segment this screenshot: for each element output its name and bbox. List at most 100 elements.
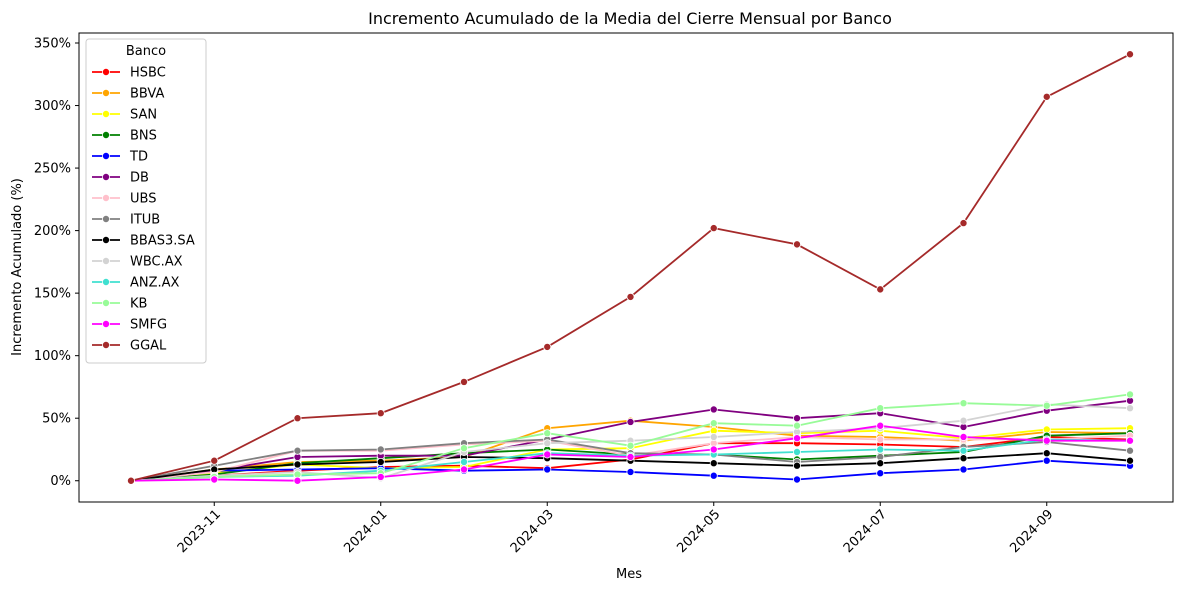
y-axis-label: Incremento Acumulado (%) — [10, 178, 25, 356]
legend-item: BNS — [92, 129, 157, 144]
series-ggal — [127, 50, 1135, 485]
legend-marker — [102, 235, 111, 244]
legend-title: Banco — [126, 44, 166, 59]
x-axis: 2023-11 2024-01 2024-03 2024-05 2024-07 2024-… — [175, 502, 1056, 556]
legend-label: WBC.AX — [130, 255, 183, 270]
legend-marker — [102, 256, 111, 265]
data-point — [709, 224, 718, 233]
legend-label: HSBC — [130, 66, 166, 81]
legend-label: BBVA — [130, 87, 164, 102]
data-point — [793, 414, 802, 423]
data-point — [1042, 449, 1051, 458]
data-point — [626, 441, 635, 450]
data-point — [959, 399, 968, 408]
data-point — [459, 377, 468, 386]
legend-item: UBS — [92, 192, 156, 207]
legend-item: BBAS3.SA — [92, 234, 195, 249]
plot-area — [78, 32, 1174, 503]
data-point — [959, 454, 968, 463]
legend-label: TD — [129, 150, 148, 165]
data-point — [1126, 456, 1135, 465]
legend-marker — [102, 110, 111, 119]
y-tick-label: 300% — [34, 99, 71, 114]
y-tick-label: 150% — [34, 287, 71, 302]
legend-marker — [102, 340, 111, 349]
data-point — [709, 432, 718, 441]
legend-item: DB — [92, 171, 149, 186]
data-point — [876, 445, 885, 454]
y-tick-label: 350% — [34, 37, 71, 52]
data-point — [127, 476, 136, 485]
data-point — [709, 459, 718, 468]
data-point — [709, 419, 718, 428]
y-tick-label: 100% — [34, 349, 71, 364]
y-tick-label: 50% — [42, 412, 71, 427]
data-point — [876, 459, 885, 468]
legend-marker — [102, 214, 111, 223]
data-point — [1042, 436, 1051, 445]
data-point — [959, 416, 968, 425]
chart-title: Incremento Acumulado de la Media del Cie… — [368, 9, 892, 28]
legend-marker — [102, 130, 111, 139]
x-tick-label: 2024-07 — [841, 507, 890, 556]
data-point — [959, 432, 968, 441]
data-point — [709, 471, 718, 480]
x-tick-label: 2024-05 — [674, 507, 723, 556]
data-point — [210, 475, 219, 484]
y-tick-label: 0% — [50, 474, 71, 489]
data-point — [793, 447, 802, 456]
plot-frame — [78, 32, 1174, 503]
legend-marker — [102, 151, 111, 160]
legend-item: SMFG — [92, 318, 167, 333]
legend-marker — [102, 68, 111, 77]
legend-label: UBS — [130, 192, 156, 207]
data-point — [543, 450, 552, 459]
legend-item: KB — [92, 297, 147, 312]
legend-item: ITUB — [92, 213, 160, 228]
series-kb — [127, 390, 1135, 485]
x-tick-label: 2024-03 — [508, 507, 557, 556]
data-point — [626, 452, 635, 461]
data-point — [876, 404, 885, 413]
data-point — [543, 342, 552, 351]
data-point — [876, 285, 885, 294]
data-point — [959, 219, 968, 228]
series-layer — [127, 50, 1135, 485]
data-point — [543, 439, 552, 448]
y-axis: 0% 50% 100% 150% 200% 250% 300% 350% — [34, 37, 79, 489]
data-point — [376, 445, 385, 454]
y-tick-label: 200% — [34, 224, 71, 239]
legend-marker — [102, 172, 111, 181]
legend-label: BNS — [130, 129, 157, 144]
data-point — [1042, 456, 1051, 465]
legend-item: TD — [92, 150, 148, 165]
legend-label: KB — [130, 297, 147, 312]
x-axis-label: Mes — [616, 567, 642, 582]
data-point — [626, 467, 635, 476]
legend-label: SMFG — [130, 318, 167, 333]
data-point — [709, 445, 718, 454]
data-point — [1126, 446, 1135, 455]
data-point — [793, 475, 802, 484]
x-tick-label: 2024-09 — [1007, 507, 1056, 556]
data-point — [459, 465, 468, 474]
data-point — [543, 429, 552, 438]
legend-item: ANZ.AX — [92, 276, 180, 291]
legend-label: ITUB — [130, 213, 160, 228]
legend-marker — [102, 193, 111, 202]
legend: Banco HSBC BBVA SAN BNS TD DB UBS ITUB BBAS3.SA WB… — [85, 38, 207, 364]
data-point — [376, 472, 385, 481]
data-point — [293, 460, 302, 469]
y-tick-label: 250% — [34, 162, 71, 177]
legend-marker — [102, 89, 111, 98]
data-point — [626, 417, 635, 426]
legend-label: DB — [130, 171, 149, 186]
data-point — [1126, 390, 1135, 399]
data-point — [210, 456, 219, 465]
legend-item: SAN — [92, 108, 157, 123]
legend-marker — [102, 277, 111, 286]
data-point — [1042, 401, 1051, 410]
data-point — [1126, 436, 1135, 445]
data-point — [543, 465, 552, 474]
